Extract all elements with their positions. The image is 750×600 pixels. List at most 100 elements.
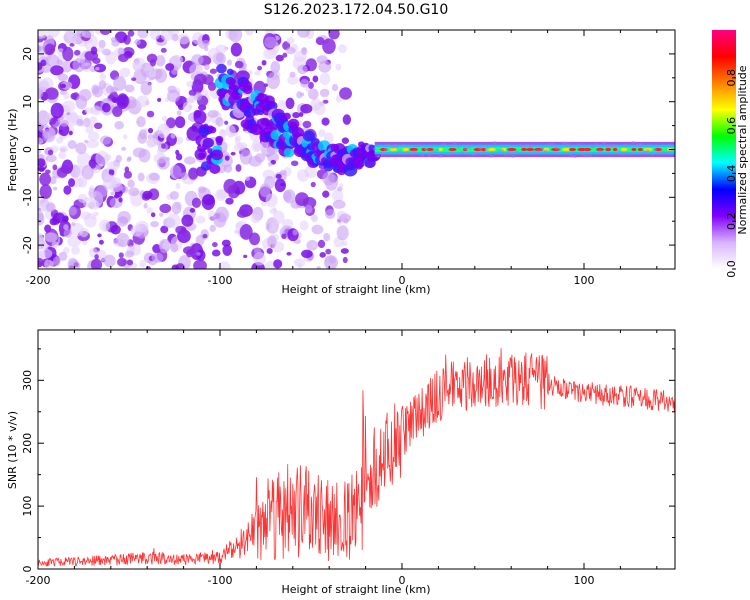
snr-y-axis-label: SNR (10 * v/v) <box>6 411 19 489</box>
noise-blob <box>61 100 76 113</box>
tone-fringe <box>616 149 621 153</box>
noise-blob <box>99 219 111 232</box>
noise-blob <box>224 155 230 161</box>
y-tick-label: -20 <box>21 236 34 254</box>
noise-blob <box>171 264 179 269</box>
noise-blob <box>76 118 84 127</box>
noise-blob <box>188 95 196 104</box>
tone-peak <box>501 147 507 152</box>
noise-blob <box>113 75 127 91</box>
noise-blob <box>266 248 273 254</box>
noise-blob <box>84 139 89 144</box>
colorbar-tick-label: 0.6 <box>725 117 738 135</box>
noise-blob <box>45 53 60 67</box>
tone-fringe <box>387 143 392 147</box>
noise-blob <box>102 102 111 113</box>
tone-fringe <box>409 151 414 155</box>
tone-fringe <box>623 143 628 147</box>
noise-blob <box>159 212 164 217</box>
tone-fringe <box>558 147 563 151</box>
noise-blob <box>316 266 321 269</box>
tone-fringe <box>547 142 552 146</box>
noise-blob <box>160 47 167 53</box>
tone-peak <box>448 147 457 152</box>
noise-blob <box>118 53 129 63</box>
noise-blob <box>317 239 326 249</box>
noise-blob <box>58 251 68 262</box>
tone-peak <box>463 147 468 152</box>
noise-blob <box>143 203 148 209</box>
colorbar-label: Normalized spectral amplitude <box>736 65 749 234</box>
tone-fringe <box>390 145 395 149</box>
tone-fringe <box>394 145 399 149</box>
noise-blob <box>95 66 100 71</box>
noise-blob <box>340 248 349 254</box>
noise-blob <box>310 214 318 221</box>
noise-blob <box>175 153 183 161</box>
noise-blob <box>39 184 52 199</box>
tone-peak <box>561 147 572 152</box>
tone-fringe <box>434 148 439 152</box>
noise-blob <box>296 30 311 38</box>
noise-blob <box>67 235 81 247</box>
noise-blob <box>50 65 64 76</box>
spectrogram-y-axis-label: Frequency (Hz) <box>6 109 19 192</box>
tone-peak <box>421 147 427 152</box>
y-tick-label: 0 <box>21 566 34 573</box>
noise-blob <box>112 96 118 104</box>
noise-blob <box>325 248 332 255</box>
noise-blob <box>50 102 64 119</box>
noise-blob <box>193 259 207 269</box>
noise-blob <box>177 33 190 45</box>
tone-fringe <box>518 144 523 148</box>
tone-fringe <box>478 146 483 150</box>
noise-blob <box>160 30 174 42</box>
noise-blob <box>68 111 78 124</box>
noise-blob <box>174 116 186 129</box>
tone-fringe <box>379 151 384 155</box>
noise-blob <box>44 43 56 56</box>
noise-blob <box>81 30 95 39</box>
noise-blob <box>268 162 273 167</box>
ridge-blob <box>287 118 300 130</box>
ridge-blob <box>243 106 257 118</box>
noise-blob <box>95 30 102 35</box>
noise-blob <box>249 232 261 246</box>
tone-fringe <box>492 141 497 145</box>
tone-peak <box>409 147 418 152</box>
noise-blob <box>107 161 120 171</box>
ridge-blob <box>268 101 276 108</box>
noise-blob <box>117 47 125 55</box>
noise-blob <box>293 258 306 267</box>
noise-blob <box>186 249 193 258</box>
noise-blob <box>127 179 135 189</box>
tone-fringe <box>587 154 592 158</box>
noise-blob <box>236 209 249 218</box>
noise-blob <box>112 106 123 118</box>
y-tick-label: 10 <box>21 95 34 109</box>
noise-blob <box>88 185 95 193</box>
noise-blob <box>214 188 227 201</box>
noise-blob <box>59 145 69 153</box>
tone-fringe <box>511 155 516 159</box>
tone-fringe <box>554 146 559 150</box>
tone-fringe <box>642 150 647 154</box>
x-tick-label: 0 <box>399 574 406 587</box>
noise-blob <box>136 116 146 128</box>
y-tick-label: 100 <box>21 496 34 517</box>
noise-blob <box>341 137 350 145</box>
tone-peak <box>550 147 561 152</box>
noise-blob <box>269 222 276 232</box>
noise-blob <box>88 38 93 43</box>
noise-blob <box>277 100 289 111</box>
noise-blob <box>323 232 331 242</box>
tone-fringe <box>463 147 468 151</box>
noise-blob <box>160 225 169 234</box>
noise-blob <box>142 190 153 200</box>
x-tick-label: 0 <box>399 274 406 287</box>
noise-blob <box>304 204 313 214</box>
noise-blob <box>62 46 74 62</box>
tone-peak <box>620 147 628 152</box>
noise-blob <box>113 194 120 199</box>
noise-blob <box>195 215 206 224</box>
